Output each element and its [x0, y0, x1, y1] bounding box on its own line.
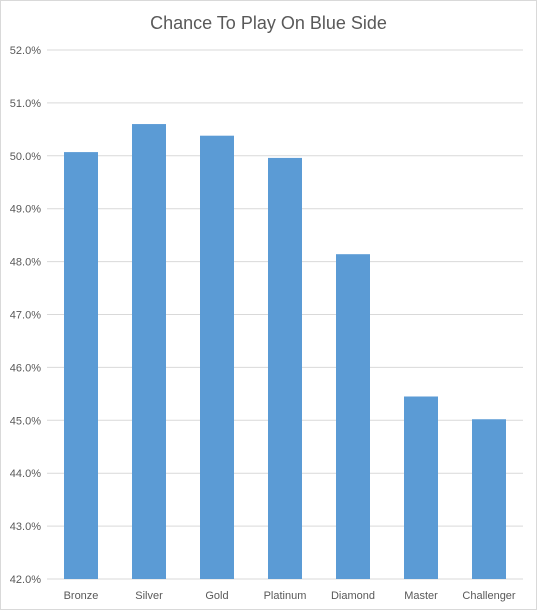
y-tick-label: 49.0% [10, 204, 41, 216]
bar-silver [132, 124, 166, 579]
y-tick-label: 50.0% [10, 151, 41, 163]
y-tick-label: 43.0% [10, 521, 41, 533]
y-tick-label: 44.0% [10, 468, 41, 480]
y-tick-label: 48.0% [10, 257, 41, 269]
y-tick-label: 52.0% [10, 45, 41, 57]
bar-platinum [268, 157, 302, 579]
bar-bronze [64, 152, 98, 580]
bar-master [404, 396, 438, 579]
bar-gold [200, 135, 234, 579]
chart-title: Chance To Play On Blue Side [150, 13, 387, 33]
x-tick-label: Diamond [331, 590, 375, 602]
bar-diamond [336, 254, 370, 579]
y-tick-label: 51.0% [10, 98, 41, 110]
x-tick-label: Challenger [462, 590, 516, 602]
x-tick-label: Platinum [264, 590, 307, 602]
x-tick-label: Gold [205, 590, 228, 602]
y-tick-label: 47.0% [10, 310, 41, 322]
x-tick-label: Master [404, 590, 438, 602]
bar-challenger [472, 419, 506, 579]
y-tick-label: 46.0% [10, 362, 41, 374]
y-tick-label: 45.0% [10, 415, 41, 427]
y-tick-label: 42.0% [10, 574, 41, 586]
x-tick-label: Silver [135, 590, 163, 602]
x-tick-label: Bronze [64, 590, 99, 602]
